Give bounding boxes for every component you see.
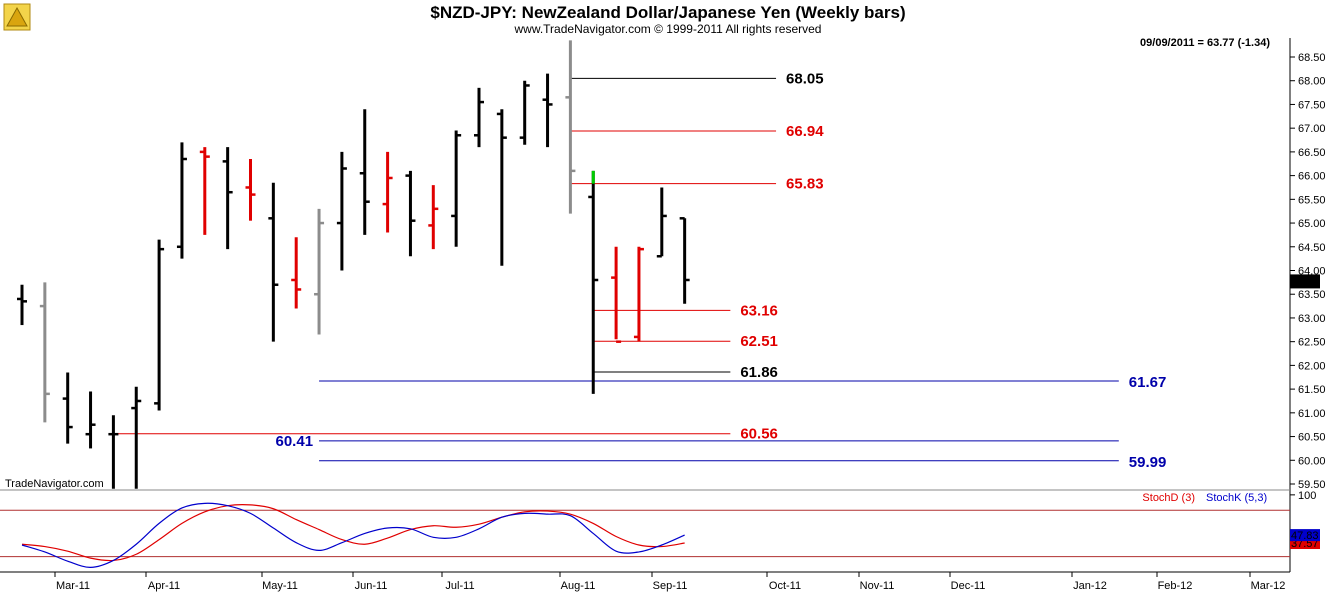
level-label: 61.67 xyxy=(1129,374,1167,391)
stoch-line-k xyxy=(21,502,685,568)
price-tick-label: 68.50 xyxy=(1298,52,1326,64)
time-tick-label: Jan-12 xyxy=(1073,580,1107,592)
logo-icon xyxy=(3,3,31,31)
time-tick-label: Aug-11 xyxy=(561,580,596,592)
time-tick-label: Feb-12 xyxy=(1158,580,1193,592)
ohlc-bar xyxy=(382,151,393,233)
time-tick-label: May-11 xyxy=(262,580,298,592)
time-tick-label: Nov-11 xyxy=(860,580,895,592)
ohlc-bar xyxy=(314,208,325,335)
ohlc-bar xyxy=(359,109,370,235)
stoch-tag-text: 47.83 xyxy=(1291,530,1319,542)
ohlc-bar xyxy=(633,246,644,342)
price-axis-ticks: 59.50 60.00 60.50 61.00 61.50 62.00 62.50 63.00… xyxy=(1290,52,1326,491)
price-tick-label: 66.50 xyxy=(1298,147,1326,159)
chart-title: $NZD-JPY: NewZealand Dollar/Japanese Yen… xyxy=(430,3,905,22)
price-tick-label: 63.00 xyxy=(1298,313,1326,325)
level-label: 60.41 xyxy=(276,433,314,450)
stoch-tag-box xyxy=(1290,529,1320,542)
ohlc-bar xyxy=(428,185,439,250)
ohlc-bar xyxy=(199,147,210,235)
legend-stoch-k: StochK (5,3) xyxy=(1206,492,1267,504)
price-tick-label: 65.00 xyxy=(1298,218,1326,230)
ohlc-bar xyxy=(405,170,416,257)
time-axis-ticks: Mar-11 Apr-11 May-11 Jun-11 Jul-11 Aug-11 Sep-… xyxy=(54,572,1286,592)
level-label: 65.83 xyxy=(786,176,824,193)
level-label: 62.51 xyxy=(740,333,778,350)
time-tick-label: Jul-11 xyxy=(445,580,474,592)
ohlc-bar xyxy=(451,130,462,247)
watermark: TradeNavigator.com xyxy=(5,478,104,490)
level-label: 59.99 xyxy=(1129,454,1167,471)
level-label: 63.16 xyxy=(740,302,778,319)
ohlc-bar xyxy=(268,182,279,342)
price-tag-box xyxy=(1290,274,1320,289)
ohlc-bar xyxy=(474,87,484,148)
time-tick-label: Mar-11 xyxy=(56,580,90,592)
ohlc-bar xyxy=(588,170,599,394)
last-price-tag: 63.77 xyxy=(1290,274,1320,289)
price-tick-label: 60.50 xyxy=(1298,432,1326,444)
time-tick-label: Mar-12 xyxy=(1251,580,1286,592)
ohlc-bar xyxy=(496,109,507,266)
ohlc-bar xyxy=(154,239,165,411)
ohlc-bar xyxy=(611,246,622,343)
price-tick-label: 60.00 xyxy=(1298,455,1326,467)
ohlc-bar xyxy=(222,147,233,250)
time-tick-label: Dec-11 xyxy=(951,580,986,592)
level-label: 68.05 xyxy=(786,70,824,87)
level-label: 61.86 xyxy=(740,364,778,381)
price-tick-label: 62.00 xyxy=(1298,360,1326,372)
level-label: 60.56 xyxy=(740,426,778,443)
ohlc-bar xyxy=(62,372,73,444)
legend-stoch-d: StochD (3) xyxy=(1142,492,1195,504)
ohlc-bar xyxy=(176,142,187,259)
price-tick-label: 64.50 xyxy=(1298,242,1326,254)
price-bars xyxy=(17,40,690,489)
price-tick-label: 61.50 xyxy=(1298,384,1326,396)
copyright-text: www.TradeNavigator.com © 1999-2011 All r… xyxy=(514,22,822,36)
price-levels: 68.05 66.94 65.83 63.16 62.51 61.86 61.67 60.56… xyxy=(113,70,1167,471)
price-tick-label: 67.50 xyxy=(1298,99,1326,111)
ohlc-bar xyxy=(39,282,50,423)
level-label: 66.94 xyxy=(786,123,824,140)
ohlc-bar xyxy=(336,151,347,271)
ohlc-bar xyxy=(679,217,690,304)
ohlc-bar xyxy=(131,386,142,489)
time-tick-label: Jun-11 xyxy=(355,580,388,592)
ohlc-bar xyxy=(656,187,667,258)
ohlc-bar xyxy=(245,159,256,221)
ohlc-bar xyxy=(17,284,27,326)
time-tick-label: Sep-11 xyxy=(653,580,688,592)
price-tick-label: 62.50 xyxy=(1298,337,1326,349)
price-tick-label: 67.00 xyxy=(1298,123,1326,135)
ohlc-bar xyxy=(85,391,96,449)
ohlc-bar xyxy=(291,237,302,309)
ohlc-bar xyxy=(565,40,576,214)
price-tick-label: 59.50 xyxy=(1298,479,1326,491)
stoch-tick-label: 100 xyxy=(1298,490,1316,502)
price-tag-text: 63.77 xyxy=(1292,276,1320,288)
time-tick-label: Apr-11 xyxy=(148,580,180,592)
last-quote: 09/09/2011 = 63.77 (-1.34) xyxy=(1140,37,1270,49)
price-tick-label: 65.50 xyxy=(1298,194,1326,206)
ohlc-bar xyxy=(519,80,530,145)
price-tick-label: 68.00 xyxy=(1298,76,1326,88)
price-tick-label: 63.50 xyxy=(1298,289,1326,301)
price-tick-label: 61.00 xyxy=(1298,408,1326,420)
stoch-line-d xyxy=(21,503,685,562)
ohlc-bar xyxy=(108,415,119,489)
price-tick-label: 66.00 xyxy=(1298,171,1326,183)
ohlc-bar xyxy=(542,73,553,148)
time-tick-label: Oct-11 xyxy=(769,580,801,592)
